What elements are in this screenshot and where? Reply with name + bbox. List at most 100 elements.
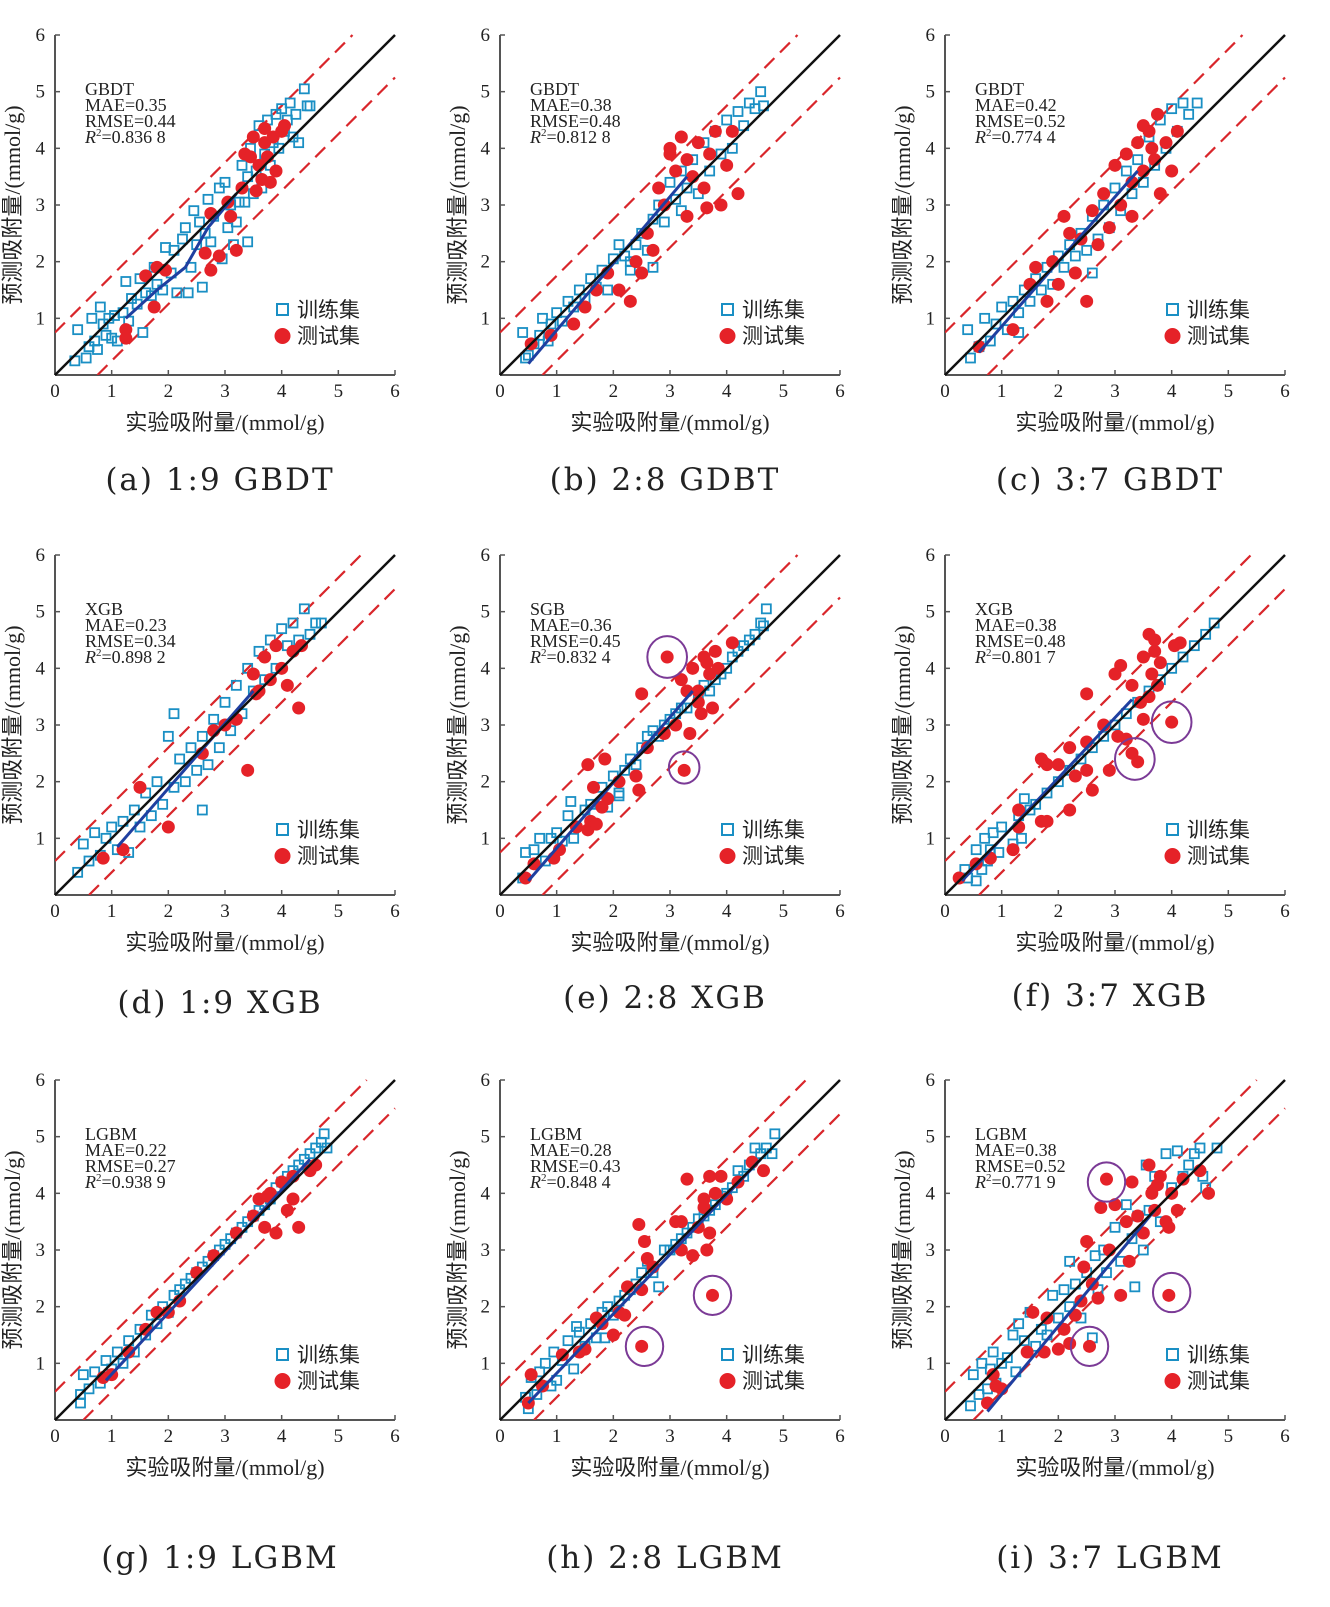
test-point — [1202, 1186, 1215, 1200]
test-point — [292, 1220, 306, 1234]
train-point — [568, 1363, 580, 1375]
train-point — [624, 264, 636, 276]
legend-train-marker — [276, 303, 289, 316]
test-point — [1085, 204, 1099, 218]
test-point — [1170, 1203, 1184, 1217]
x-tick-label: 1 — [552, 1426, 562, 1447]
train-point — [304, 1148, 316, 1160]
test-point — [1170, 124, 1184, 138]
legend-train-label: 训练集 — [742, 298, 805, 322]
x-tick-label: 5 — [1224, 901, 1234, 922]
y-tick-label: 4 — [481, 658, 491, 679]
test-point — [1020, 1345, 1034, 1359]
test-point — [629, 769, 643, 783]
test-point — [286, 1192, 300, 1206]
scatter-plot-f: 0 1 2 3 4 5 6 1 2 3 4 5 6 实验吸附量/(mmol/g) 预测吸附量/(mmol/g… — [890, 545, 1290, 955]
train-point — [1035, 284, 1047, 296]
lower-tolerance-line — [541, 596, 841, 895]
outlier-circle — [1086, 1161, 1127, 1203]
upper-tolerance-line — [500, 554, 799, 854]
rmse-stat: RMSE=0.48 — [975, 631, 1066, 651]
train-point — [545, 318, 557, 330]
test-point — [986, 1368, 1000, 1382]
legend-train-marker — [721, 823, 734, 836]
train-point — [1137, 1244, 1149, 1256]
train-point — [157, 798, 169, 810]
test-point — [706, 1288, 719, 1302]
x-tick-label: 3 — [220, 381, 230, 402]
x-axis-label: 实验吸附量/(mmol/g) — [1015, 410, 1214, 435]
y-tick-label: 5 — [926, 602, 936, 623]
test-point — [652, 181, 666, 195]
rmse-stat: RMSE=0.48 — [530, 111, 621, 131]
train-point — [310, 1142, 322, 1154]
test-point — [674, 1215, 688, 1229]
train-point — [293, 137, 305, 149]
test-point — [612, 283, 626, 297]
train-point — [89, 1366, 101, 1378]
test-point — [1091, 238, 1105, 252]
train-point — [1016, 832, 1027, 844]
train-point — [219, 696, 231, 708]
y-tick-label: 5 — [481, 1127, 491, 1148]
model-label: GBDT — [530, 79, 579, 99]
x-axis-label: 实验吸附量/(mmol/g) — [1015, 1455, 1214, 1480]
test-point — [1080, 687, 1094, 701]
x-axis-label: 实验吸附量/(mmol/g) — [125, 930, 324, 955]
y-tick-label: 1 — [481, 1353, 491, 1374]
y-tick-label: 2 — [926, 772, 936, 793]
outlier-circle — [1069, 1325, 1110, 1367]
test-point — [1085, 783, 1099, 797]
y-tick-label: 4 — [926, 1183, 936, 1204]
test-point — [635, 1339, 649, 1353]
legend-train-marker — [276, 823, 289, 836]
train-point — [188, 205, 200, 217]
test-point — [714, 1169, 728, 1183]
train-point — [1058, 1284, 1070, 1296]
test-point — [1151, 107, 1164, 121]
fit-line — [527, 175, 689, 365]
train-point — [1132, 154, 1144, 166]
x-tick-label: 1 — [107, 381, 117, 402]
x-tick-label: 4 — [1167, 381, 1177, 402]
train-point — [965, 1400, 976, 1412]
lower-tolerance-line — [541, 76, 841, 375]
test-point — [1083, 1339, 1096, 1353]
test-point — [1102, 221, 1116, 235]
train-point — [1171, 1145, 1183, 1157]
x-tick-label: 5 — [334, 901, 344, 922]
test-point — [711, 661, 725, 675]
y-axis-label: 预测吸附量/(mmol/g) — [0, 625, 25, 824]
test-point — [669, 164, 683, 178]
train-point — [551, 1374, 563, 1386]
test-point — [700, 1243, 714, 1257]
fit-line — [527, 1158, 762, 1405]
test-point — [1119, 147, 1133, 161]
train-point — [182, 287, 194, 299]
test-point — [1173, 636, 1187, 650]
x-tick-label: 1 — [997, 1426, 1007, 1447]
ideal-line — [499, 1079, 841, 1421]
test-point — [629, 255, 643, 269]
caption-g: (g) 1:9 LGBM — [101, 1540, 339, 1576]
legend-train-label: 训练集 — [297, 818, 360, 842]
upper-tolerance-line — [945, 1079, 1258, 1393]
mae-stat: MAE=0.38 — [530, 95, 612, 115]
test-point — [680, 1172, 694, 1186]
train-point — [565, 796, 577, 807]
train-point — [760, 603, 772, 615]
test-point — [567, 317, 581, 331]
y-tick-label: 3 — [36, 195, 46, 216]
y-axis-label: 预测吸附量/(mmol/g) — [890, 105, 915, 304]
mae-stat: MAE=0.42 — [975, 95, 1057, 115]
test-point — [635, 687, 649, 701]
model-label: LGBM — [975, 1124, 1027, 1144]
plot-area — [55, 554, 396, 895]
legend-test-marker — [719, 328, 736, 344]
test-point — [697, 181, 711, 195]
caption-h: (h) 2:8 LGBM — [546, 1540, 784, 1576]
train-point — [1166, 103, 1178, 115]
x-tick-label: 0 — [940, 381, 950, 402]
x-tick-label: 0 — [50, 1426, 60, 1447]
test-point — [1162, 1220, 1176, 1234]
